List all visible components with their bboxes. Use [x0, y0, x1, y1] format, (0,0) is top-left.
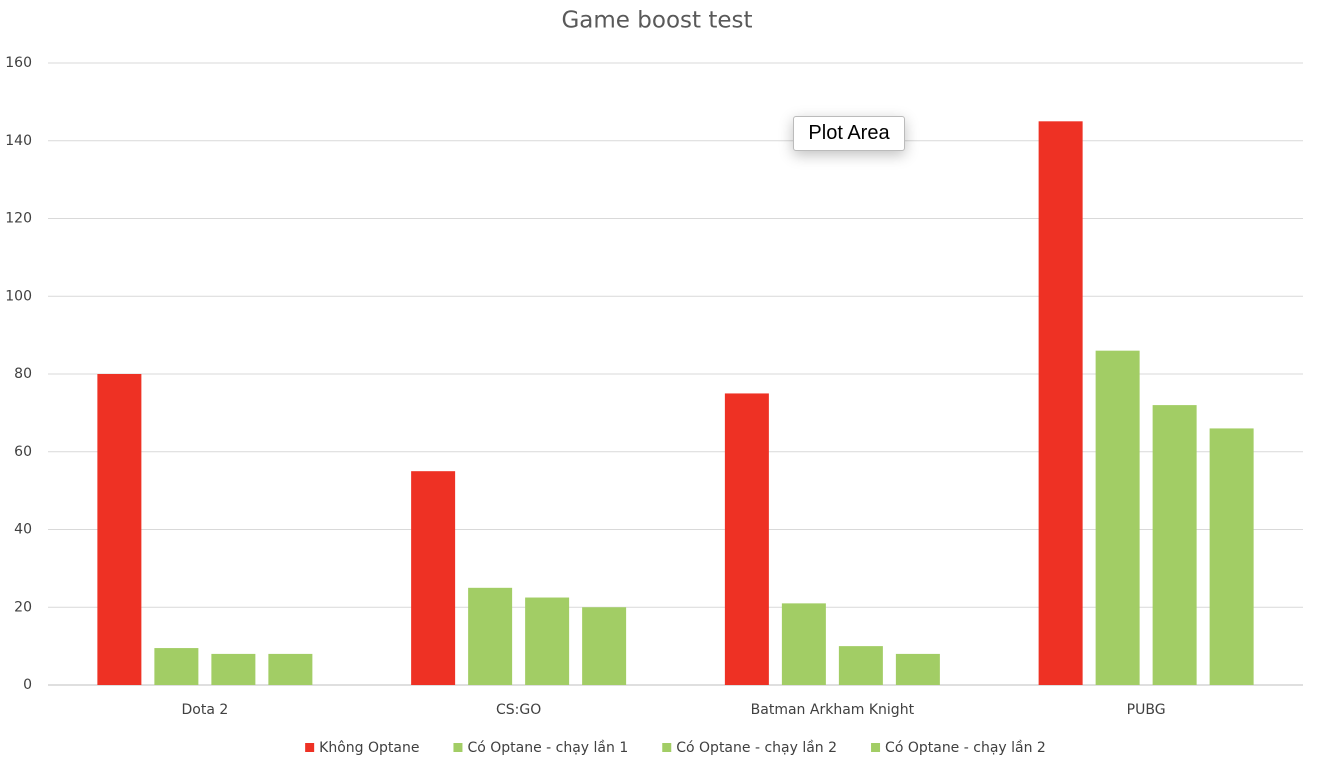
bar [1152, 405, 1197, 685]
y-tick-label: 160 [5, 55, 32, 71]
x-tick-label: Dota 2 [181, 702, 228, 718]
legend-marker [305, 743, 315, 752]
x-tick-label: PUBG [1127, 702, 1166, 718]
bar [411, 471, 456, 685]
bar [895, 653, 940, 685]
y-tick-label: 40 [14, 522, 32, 538]
bar [781, 603, 826, 685]
legend-label: Không Optane [319, 740, 419, 756]
bar [582, 607, 627, 685]
y-tick-label: 60 [14, 444, 32, 460]
bar [525, 597, 570, 685]
legend-label: Có Optane - chạy lần 2 [676, 740, 837, 756]
bar [211, 653, 256, 685]
legend-label: Có Optane - chạy lần 2 [885, 740, 1046, 756]
bar [97, 374, 142, 685]
y-tick-label: 0 [23, 677, 32, 693]
bar [1209, 428, 1254, 685]
x-tick-label: Batman Arkham Knight [751, 702, 915, 718]
bar [1038, 121, 1083, 685]
bar [268, 653, 313, 685]
legend-marker [871, 743, 881, 752]
legend-marker [453, 743, 463, 752]
bar [154, 648, 199, 685]
tooltip: Plot Area [793, 116, 905, 151]
bar [838, 646, 883, 685]
y-tick-label: 80 [14, 366, 32, 382]
chart-title: Game boost test [561, 8, 752, 34]
y-tick-label: 100 [5, 288, 32, 304]
bar [724, 393, 769, 685]
y-tick-label: 120 [5, 211, 32, 227]
x-tick-label: CS:GO [496, 702, 541, 718]
bar [468, 587, 513, 685]
y-tick-label: 140 [5, 133, 32, 149]
legend-marker [662, 743, 672, 752]
y-tick-label: 20 [14, 599, 32, 615]
legend-label: Có Optane - chạy lần 1 [467, 740, 628, 756]
bar [1095, 350, 1140, 685]
